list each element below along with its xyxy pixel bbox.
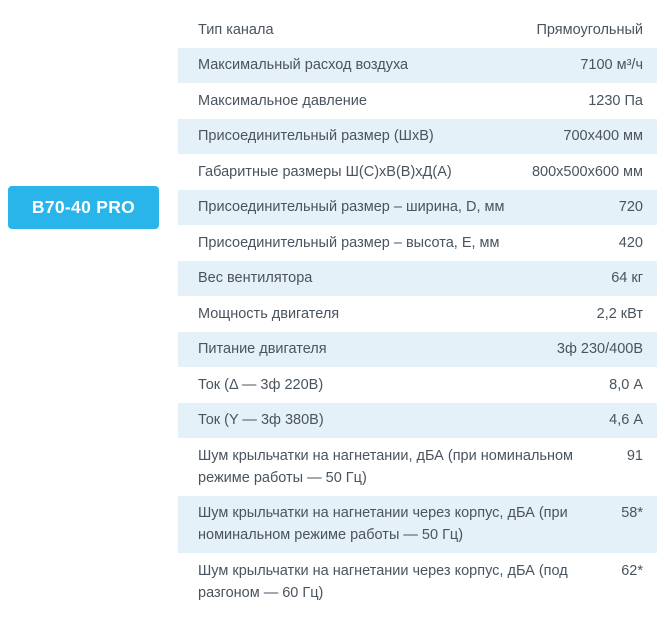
spec-label: Максимальный расход воздуха <box>198 57 409 74</box>
spec-value: 7100 м³/ч <box>580 57 643 74</box>
spec-value: 720 <box>618 199 643 216</box>
spec-label: Мощность двигателя <box>198 305 340 322</box>
table-row: Присоединительный размер (ШхВ) 700х400 м… <box>178 118 657 154</box>
spec-value: 700х400 мм <box>563 128 643 145</box>
spec-label: Шум крыльчатки на нагнетании, дБА (при н… <box>198 447 574 486</box>
table-row: Ток (Y — 3ф 380В) 4,6 А <box>178 402 657 438</box>
spec-value: 58* <box>621 505 643 522</box>
table-row: Шум крыльчатки на нагнетании, дБА (при н… <box>178 438 657 496</box>
spec-label: Тип канала <box>198 21 274 38</box>
table-row: Вес вентилятора 64 кг <box>178 260 657 296</box>
spec-label: Вес вентилятора <box>198 270 313 287</box>
spec-value: 4,6 А <box>609 412 643 429</box>
spec-label: Присоединительный размер (ШхВ) <box>198 128 434 145</box>
spec-value: 2,2 кВт <box>596 305 643 322</box>
spec-label: Ток (Δ — 3ф 220В) <box>198 376 324 393</box>
spec-value: Прямоугольный <box>536 21 643 38</box>
table-row: Ток (Δ — 3ф 220В) 8,0 А <box>178 367 657 403</box>
table-row: Питание двигателя 3ф 230/400В <box>178 331 657 367</box>
table-row: Присоединительный размер – высота, E, мм… <box>178 225 657 261</box>
model-badge-button[interactable]: B70-40 PRO <box>8 186 159 229</box>
spec-value: 420 <box>618 234 643 251</box>
spec-label: Присоединительный размер – высота, E, мм <box>198 234 500 251</box>
table-row: Максимальный расход воздуха 7100 м³/ч <box>178 47 657 83</box>
spec-label: Шум крыльчатки на нагнетании через корпу… <box>198 562 568 601</box>
table-row: Мощность двигателя 2,2 кВт <box>178 296 657 332</box>
spec-label: Питание двигателя <box>198 341 327 358</box>
table-row: Тип канала Прямоугольный <box>178 12 657 48</box>
table-row: Габаритные размеры Ш(С)хВ(В)хД(А) 800х50… <box>178 154 657 190</box>
table-row: Шум крыльчатки на нагнетании через корпу… <box>178 495 657 553</box>
spec-value: 8,0 А <box>609 376 643 393</box>
spec-label: Габаритные размеры Ш(С)хВ(В)хД(А) <box>198 163 452 180</box>
table-row: Шум крыльчатки на нагнетании через корпу… <box>178 553 657 611</box>
spec-value: 64 кг <box>611 270 643 287</box>
spec-value: 62* <box>621 562 643 579</box>
spec-value: 91 <box>626 447 643 464</box>
spec-label: Ток (Y — 3ф 380В) <box>198 412 324 429</box>
spec-value: 1230 Па <box>588 92 643 109</box>
table-row: Присоединительный размер – ширина, D, мм… <box>178 189 657 225</box>
spec-label: Присоединительный размер – ширина, D, мм <box>198 199 505 216</box>
spec-label: Шум крыльчатки на нагнетании через корпу… <box>198 505 568 544</box>
table-row: Максимальное давление 1230 Па <box>178 83 657 119</box>
spec-value: 800х500х600 мм <box>531 163 643 180</box>
spec-value: 3ф 230/400В <box>556 341 643 358</box>
specifications-table: Тип канала Прямоугольный Максимальный ра… <box>178 12 657 611</box>
spec-label: Максимальное давление <box>198 92 367 109</box>
